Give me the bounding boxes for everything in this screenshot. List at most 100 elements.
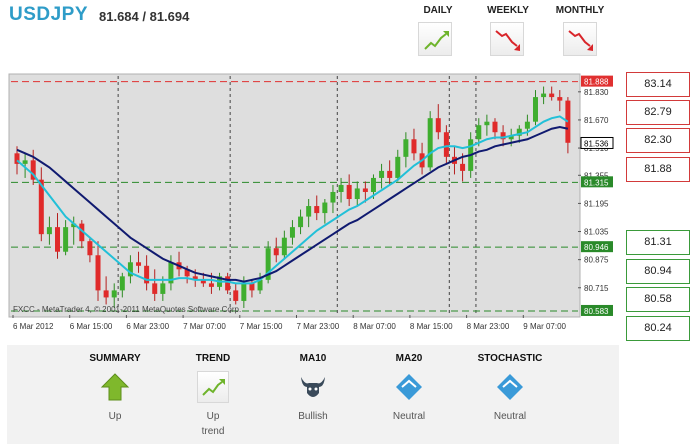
indicator-title: TREND <box>195 353 231 364</box>
time-tick-label: 9 Mar 07:00 <box>523 322 566 331</box>
time-tick-label: 8 Mar 23:00 <box>467 322 510 331</box>
currency-pair-title: USDJPY <box>9 4 89 25</box>
indicator-ma20: MA20 Neutral <box>363 353 455 424</box>
indicator-value: Neutral <box>392 411 426 422</box>
candle-body <box>273 248 279 256</box>
support-level-s3: 80.58 <box>626 287 690 312</box>
price-tick-label: 81.670 <box>584 116 609 125</box>
candle-body <box>346 184 352 200</box>
timeframe-weekly-button[interactable] <box>490 22 524 56</box>
time-tick-label: 6 Mar 23:00 <box>126 322 169 331</box>
candle-body <box>532 97 538 122</box>
indicator-value: Up <box>108 411 122 422</box>
indicator-stochastic: STOCHASTIC Neutral <box>464 353 556 424</box>
candle-body <box>95 255 101 291</box>
candle-body <box>249 283 255 291</box>
time-tick-label: 7 Mar 07:00 <box>183 322 226 331</box>
bull-icon <box>297 371 329 403</box>
candle-body <box>119 276 125 291</box>
indicator-ma10: MA10 Bullish <box>267 353 359 424</box>
resistance-level-r1: 81.88 <box>626 157 690 182</box>
candle-body <box>30 160 36 180</box>
candle-body <box>338 184 344 192</box>
candle-body <box>395 156 401 178</box>
support-level-s1: 81.31 <box>626 230 690 255</box>
candle-body <box>103 290 109 298</box>
candle-body <box>435 118 441 133</box>
timeframe-weekly-label: WEEKLY <box>487 5 529 16</box>
timeframe-monthly-button[interactable] <box>563 22 597 56</box>
candle-body <box>87 241 93 256</box>
candle-body <box>281 237 287 256</box>
candle-body <box>298 216 304 228</box>
candle-body <box>549 93 555 98</box>
resistance-price-tag <box>581 75 613 87</box>
current-price-tag <box>580 136 614 149</box>
time-tick-label: 7 Mar 15:00 <box>240 322 283 331</box>
candle-body <box>403 139 409 157</box>
candle-body <box>160 283 166 294</box>
indicator-value: Neutral <box>493 411 527 422</box>
neutral-diamond-icon <box>393 371 425 403</box>
indicator-summary: SUMMARY Up <box>69 353 161 424</box>
price-tick-label: 80.715 <box>584 284 609 293</box>
trend-down-icon <box>568 30 593 51</box>
arrow-up-icon <box>99 371 131 403</box>
candle-body <box>233 290 239 301</box>
candle-body <box>362 188 368 192</box>
candle-body <box>46 227 52 235</box>
candle-body <box>111 290 117 298</box>
candle-body <box>208 283 214 287</box>
candle-body <box>500 132 506 140</box>
indicator-title: MA20 <box>395 353 423 364</box>
ma20-line <box>16 125 569 283</box>
candle-body <box>322 202 328 214</box>
candle-body <box>427 118 433 168</box>
price-tick-label: 81.355 <box>584 171 609 180</box>
support-level-s4: 80.24 <box>626 316 690 341</box>
support2-price-label: 80.946 <box>584 243 609 252</box>
timeframe-monthly-label: MONTHLY <box>555 5 605 16</box>
candle-body <box>354 188 360 200</box>
candle-body <box>541 93 547 98</box>
candle-body <box>200 279 206 284</box>
candle-body <box>476 125 482 140</box>
price-tick-label: 81.830 <box>584 88 609 97</box>
candle-body <box>289 227 295 238</box>
price-tick-label: 81.035 <box>584 228 609 237</box>
candle-body <box>14 153 20 164</box>
support1-price-tag <box>581 176 613 188</box>
support3-price-tag <box>581 304 613 316</box>
indicator-value: Bullish <box>298 411 328 422</box>
price-chart: 81.83081.67081.51081.35581.19581.03580.8… <box>7 70 617 340</box>
indicator-panel: SUMMARY Up TREND Up trend MA10 <box>7 345 619 444</box>
candle-body <box>38 179 44 235</box>
candle-body <box>565 100 571 143</box>
time-tick-label: 8 Mar 07:00 <box>353 322 396 331</box>
candle-body <box>136 262 142 266</box>
candle-body <box>460 163 466 171</box>
resistance-price-label: 81.888 <box>584 78 609 87</box>
timeframe-daily-label: DAILY <box>423 5 453 16</box>
trend-down-icon <box>495 30 520 51</box>
candle-body <box>484 121 490 126</box>
candle-body <box>370 177 376 192</box>
price-tick-label: 80.875 <box>584 256 609 265</box>
resistance-level-r3: 82.79 <box>626 100 690 125</box>
candle-body <box>411 139 417 154</box>
candle-body <box>55 227 61 252</box>
candle-body <box>79 223 85 242</box>
current-price-label: 81.536 <box>584 139 609 148</box>
candle-body <box>127 262 133 277</box>
timeframe-daily-button[interactable] <box>418 22 452 56</box>
candle-body <box>524 121 530 129</box>
time-tick-label: 6 Mar 15:00 <box>70 322 113 331</box>
candle-body <box>184 269 190 277</box>
candle-body <box>168 262 174 284</box>
candle-body <box>225 276 231 291</box>
time-tick-label: 6 Mar 2012 <box>13 322 54 331</box>
candle-body <box>314 206 320 214</box>
neutral-diamond-icon <box>494 371 526 403</box>
candle-body <box>492 121 498 133</box>
